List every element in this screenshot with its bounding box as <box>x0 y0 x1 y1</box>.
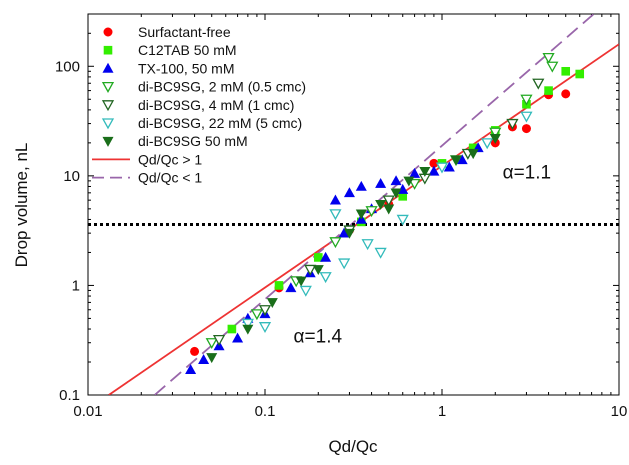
data-point <box>408 178 421 190</box>
y-tick-label: 10 <box>63 168 80 185</box>
data-point <box>575 69 585 79</box>
data-point <box>544 86 553 95</box>
legend-label: di-BC9SG, 4 mM (1 cmc) <box>138 97 294 113</box>
data-point <box>382 195 395 207</box>
data-point <box>212 334 226 346</box>
data-point <box>561 66 571 76</box>
alpha-annotation: α=1.1 <box>503 162 552 183</box>
data-point <box>227 324 237 334</box>
data-point <box>365 206 378 218</box>
data-point <box>419 167 431 177</box>
legend-marker <box>103 45 113 55</box>
x-tick-label: 1 <box>438 403 446 420</box>
legend-marker <box>103 27 113 37</box>
data-point <box>329 237 342 249</box>
legend-label: Qd/Qc < 1 <box>138 170 202 186</box>
data-point <box>390 175 402 186</box>
data-point <box>481 138 494 150</box>
legend-marker <box>102 136 114 147</box>
data-point <box>319 272 332 284</box>
data-point <box>285 282 297 293</box>
data-point <box>383 204 395 215</box>
data-point <box>355 209 367 220</box>
data-point <box>274 281 284 290</box>
plot-area <box>87 13 620 396</box>
x-axis-title: Qd/Qc <box>328 437 378 456</box>
data-point <box>428 165 440 176</box>
data-point <box>355 180 367 191</box>
data-point <box>190 346 200 356</box>
data-point <box>343 228 355 239</box>
data-point <box>241 318 254 330</box>
data-point <box>329 194 341 205</box>
x-tick-label: 0.01 <box>73 403 102 420</box>
data-point <box>546 61 559 73</box>
data-point <box>435 162 449 174</box>
data-point <box>329 209 342 221</box>
x-tick-label: 0.1 <box>255 403 276 420</box>
data-point <box>521 124 531 134</box>
data-point <box>338 258 351 270</box>
data-point <box>185 364 197 375</box>
data-point <box>520 111 533 123</box>
data-point <box>242 324 254 335</box>
y-tick-label: 100 <box>55 58 80 75</box>
data-point <box>198 354 210 364</box>
data-point <box>258 322 272 334</box>
legend-label: di-BC9SG 50 mM <box>138 133 248 149</box>
data-point <box>520 94 533 106</box>
data-point <box>299 285 312 297</box>
data-point <box>396 214 409 226</box>
data-point <box>250 309 264 321</box>
legend-label: di-BC9SG, 2 mM (0.5 cmc) <box>138 79 306 95</box>
alpha-annotation: α=1.4 <box>294 327 343 348</box>
data-point <box>206 353 218 364</box>
y-tick-label: 0.1 <box>59 387 80 404</box>
data-point <box>532 78 545 90</box>
data-point <box>467 149 479 160</box>
data-point <box>489 127 502 139</box>
data-point <box>205 338 218 350</box>
data-point <box>375 177 387 188</box>
data-point <box>450 155 462 166</box>
data-point <box>489 134 501 144</box>
data-point <box>304 264 317 276</box>
y-axis-title: Drop volume, nL <box>12 143 31 268</box>
legend-label: TX-100, 50 mM <box>138 60 234 76</box>
data-point <box>542 52 555 64</box>
legend-marker <box>101 118 115 130</box>
data-point <box>409 167 421 178</box>
data-point <box>390 188 402 199</box>
data-point <box>295 276 307 287</box>
data-point <box>375 200 387 210</box>
data-point <box>561 89 571 99</box>
legend-marker <box>101 81 115 93</box>
legend-label: di-BC9SG, 22 mM (5 cmc) <box>138 115 302 131</box>
legend-label: Qd/Qc > 1 <box>138 151 202 167</box>
data-point <box>232 332 244 343</box>
x-tick-label: 10 <box>611 403 628 420</box>
legend-marker <box>102 62 114 73</box>
data-point <box>258 305 272 317</box>
legend-label: C12TAB 50 mM <box>138 42 237 58</box>
data-point <box>443 161 455 172</box>
data-point <box>403 176 415 187</box>
y-tick-label: 1 <box>72 277 80 294</box>
data-point <box>313 253 323 262</box>
data-point <box>320 251 332 262</box>
data-point <box>343 187 355 198</box>
data-point <box>266 298 278 309</box>
data-point <box>506 118 519 130</box>
legend-marker <box>101 100 115 112</box>
data-point <box>312 265 324 276</box>
data-point <box>361 239 374 251</box>
legend-label: Surfactant-free <box>138 24 231 40</box>
data-point <box>374 247 387 259</box>
